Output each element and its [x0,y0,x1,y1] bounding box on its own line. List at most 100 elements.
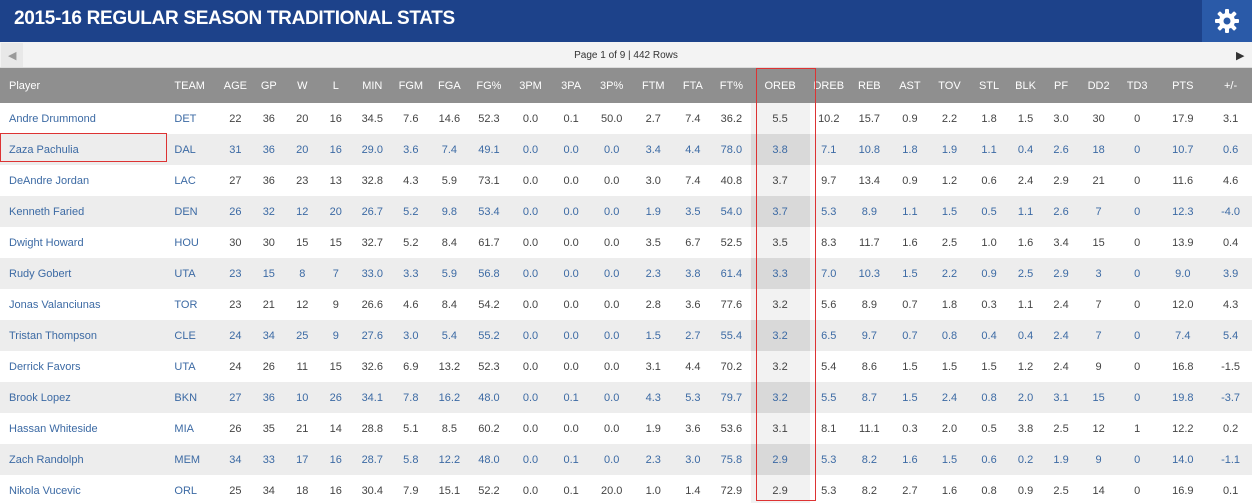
column-header-l[interactable]: L [318,68,353,103]
column-header-dreb[interactable]: DREB [809,68,849,103]
stat-cell: 7.4 [430,134,469,165]
stat-cell: 1.1 [890,196,930,227]
stat-cell: 16 [329,112,342,125]
stat-cell: 0.0 [509,320,552,351]
player-link[interactable]: Kenneth Faried [0,196,169,227]
stat-cell: 3.1 [1042,382,1080,413]
team-link[interactable]: ORL [174,484,198,497]
table-row: Zach Randolph MEM 34 33 17 16 28.7 5.8 12.2 48.0 0… [0,444,1252,475]
stat-cell: 3.7 [750,165,810,196]
column-header-tov[interactable]: TOV [929,68,970,103]
stat-cell: 2.8 [645,298,661,311]
player-link[interactable]: Tristan Thompson [0,320,169,351]
stat-cell: 16.8 [1172,360,1194,373]
stat-cell: 0 [1117,134,1157,165]
stat-cell: 1.0 [981,236,997,249]
column-header-oreb[interactable]: OREB [750,68,810,103]
table-row: Nikola Vucevic ORL 25 34 18 16 30.4 7.9 15.1 52.2… [0,475,1252,503]
column-header-player[interactable]: Player [0,68,169,103]
stat-cell: 32.6 [361,360,383,373]
stat-cell: 0.0 [563,174,579,187]
column-header-ft-pct[interactable]: FT% [712,68,751,103]
stat-cell: 7.4 [685,174,701,187]
column-header-gp[interactable]: GP [251,68,287,103]
player-link[interactable]: Jonas Valanciunas [9,298,101,311]
stat-cell: 17.9 [1172,112,1194,125]
stat-cell: 7.4 [685,112,701,125]
player-link[interactable]: Zaza Pachulia [0,134,169,165]
stat-cell: 0.0 [590,196,633,227]
stat-cell: 2.0 [1008,382,1043,413]
column-header-w[interactable]: W [286,68,319,103]
stat-cell: 7 [1095,298,1102,311]
column-header-plus-minus[interactable]: +/- [1209,68,1252,103]
column-header-fga[interactable]: FGA [430,68,469,103]
table-row: Andre Drummond DET 22 36 20 16 34.5 7.6 14.6 52.3… [0,103,1252,134]
column-header-blk[interactable]: BLK [1008,68,1043,103]
team-link[interactable]: MEM [168,444,220,475]
column-header-3p-pct[interactable]: 3P% [590,68,633,103]
column-header-ast[interactable]: AST [890,68,930,103]
stat-cell: 0.0 [509,196,552,227]
team-link[interactable]: DAL [168,134,220,165]
stat-cell: 10.7 [1156,134,1210,165]
team-link[interactable]: DEN [168,196,220,227]
column-header-pts[interactable]: PTS [1156,68,1210,103]
column-header-stl[interactable]: STL [969,68,1009,103]
column-header-ftm[interactable]: FTM [632,68,674,103]
team-link[interactable]: UTA [174,360,196,373]
stat-cell: 34 [262,484,275,497]
player-link[interactable]: Hassan Whiteside [9,422,98,435]
stat-cell: 5.6 [821,298,837,311]
team-link[interactable]: CLE [168,320,220,351]
player-link[interactable]: DeAndre Jordan [9,174,90,187]
team-link[interactable]: UTA [168,258,220,289]
column-header-min[interactable]: MIN [353,68,392,103]
player-link[interactable]: Nikola Vucevic [9,484,81,497]
column-header-td3[interactable]: TD3 [1117,68,1157,103]
stat-cell: 3.7 [750,196,810,227]
column-header-fta[interactable]: FTA [673,68,713,103]
team-link[interactable]: BKN [168,382,220,413]
column-header-fgm[interactable]: FGM [391,68,431,103]
player-link[interactable]: Rudy Gobert [0,258,169,289]
team-link[interactable]: DET [174,112,197,125]
player-link[interactable]: Derrick Favors [9,360,81,373]
stat-cell: 61.4 [712,258,751,289]
column-header-3pm[interactable]: 3PM [509,68,552,103]
player-link[interactable]: Zach Randolph [0,444,169,475]
column-header-team[interactable]: TEAM [168,68,220,103]
stat-cell: 0.9 [902,112,918,125]
stat-cell: 7.9 [403,484,419,497]
column-header-3pa[interactable]: 3PA [551,68,591,103]
column-header-age[interactable]: AGE [219,68,252,103]
team-link[interactable]: TOR [174,298,198,311]
team-link[interactable]: MIA [174,422,194,435]
table-row: Zaza Pachulia DAL 31 36 20 16 29.0 3.6 7.4 49.1 0.… [0,134,1252,165]
stat-cell: 23 [229,298,242,311]
team-link[interactable]: HOU [174,236,199,249]
stat-cell: 34 [251,320,287,351]
stat-cell: 20.0 [600,484,623,497]
stat-cell: 15 [329,236,342,249]
stat-cell: 8.3 [821,236,837,249]
stat-cell: -1.1 [1209,444,1252,475]
column-header-fg-pct[interactable]: FG% [468,68,510,103]
settings-button[interactable] [1202,0,1252,42]
prev-page-button[interactable]: ◀ [1,43,23,67]
stat-cell: 4.4 [673,134,713,165]
player-link[interactable]: Dwight Howard [9,236,84,249]
column-header-dd2[interactable]: DD2 [1079,68,1118,103]
column-header-pf[interactable]: PF [1042,68,1080,103]
stat-cell: 0.0 [563,298,579,311]
stat-cell: 1.2 [941,174,958,187]
stat-cell: 36 [262,112,275,125]
team-link[interactable]: LAC [174,174,196,187]
stat-cell: 0.9 [969,258,1009,289]
next-page-button[interactable]: ▶ [1229,43,1251,67]
player-link[interactable]: Andre Drummond [9,112,96,125]
stat-cell: 13.9 [1172,236,1194,249]
stat-cell: 1.2 [1017,360,1034,373]
column-header-reb[interactable]: REB [848,68,891,103]
player-link[interactable]: Brook Lopez [0,382,169,413]
